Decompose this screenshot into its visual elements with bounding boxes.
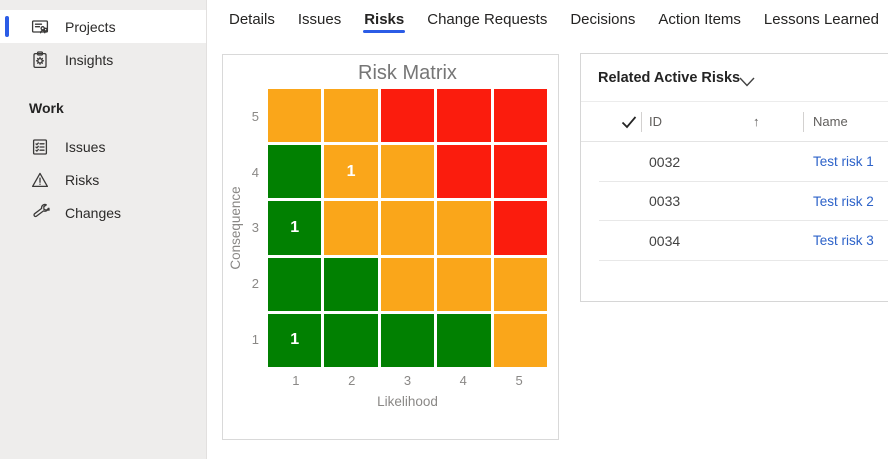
matrix-cell[interactable] [493,201,547,255]
tab-details[interactable]: Details [229,10,275,28]
sidebar-item-label: Insights [65,51,114,68]
matrix-cell[interactable] [493,313,547,367]
sidebar-item-insights[interactable]: Insights [0,43,206,76]
tab-lessons-learned[interactable]: Lessons Learned [763,10,879,28]
x-axis-ticks: 1 2 3 4 5 [268,373,547,388]
tab-change-requests[interactable]: Change Requests [427,10,548,28]
x-tick: 4 [459,373,467,388]
x-tick: 1 [292,373,300,388]
matrix-cell[interactable] [324,201,378,255]
matrix-cell[interactable] [493,145,547,199]
risk-name-link[interactable]: Test risk 3 [813,233,874,249]
matrix-cell[interactable] [437,89,491,143]
risk-name-link[interactable]: Test risk 2 [813,193,874,209]
column-divider [641,112,642,132]
y-tick: 3 [251,220,259,236]
risks-table-header: ID ↑ Name [581,101,888,142]
matrix-cell[interactable] [380,89,435,143]
matrix-cell[interactable] [380,313,435,367]
risk-name-link[interactable]: Test risk 1 [813,154,874,170]
matrix-cell[interactable] [437,201,491,255]
matrix-cell[interactable] [380,201,435,255]
sidebar-item-label: Changes [65,204,122,221]
x-axis-label: Likelihood [377,394,438,409]
checkmark-icon[interactable] [621,114,637,130]
matrix-cell[interactable] [324,257,378,311]
risk-id-cell: 0032 [649,153,681,170]
chevron-down-icon[interactable] [738,75,756,87]
matrix-cell[interactable] [268,145,322,199]
table-row[interactable]: 0032 Test risk 1 [581,142,888,182]
y-tick: 2 [251,276,259,292]
sidebar-item-label: Issues [65,138,106,155]
matrix-cell[interactable]: 1 [268,313,322,367]
sidebar-item-issues[interactable]: Issues [0,130,206,163]
risk-triangle-icon [30,170,50,190]
table-row[interactable]: 0033 Test risk 2 [581,182,888,222]
table-row[interactable]: 0034 Test risk 3 [581,221,888,261]
matrix-cell[interactable] [268,89,322,143]
matrix-cell[interactable] [324,313,378,367]
sort-ascending-icon[interactable]: ↑ [753,114,760,129]
insights-clipboard-icon [30,50,50,70]
y-tick: 4 [251,164,259,180]
tab-strip: Details Issues Risks Change Requests Dec… [228,0,880,38]
y-tick: 1 [251,331,259,347]
matrix-cell[interactable] [380,145,435,199]
x-tick: 3 [403,373,412,388]
matrix-cell[interactable] [268,257,322,311]
matrix-cell[interactable] [324,89,378,143]
matrix-cell[interactable] [437,257,491,311]
x-tick: 5 [515,373,523,388]
tab-risks[interactable]: Risks [363,0,406,38]
column-header-id[interactable]: ID [649,114,662,129]
sidebar-item-label: Projects [65,18,116,35]
related-risks-panel: Related Active Risks ID ↑ Name 0032 Test … [580,53,888,302]
risk-id-cell: 0034 [649,232,681,249]
matrix-cell[interactable] [493,89,547,143]
risks-table-body: 0032 Test risk 1 0033 Test risk 2 0034 Test r… [581,142,888,261]
tab-decisions[interactable]: Decisions [570,10,636,28]
column-divider [803,112,804,132]
projects-board-icon [30,17,50,37]
sidebar-item-risks[interactable]: Risks [0,163,206,196]
matrix-cell[interactable] [437,313,491,367]
wrench-icon [30,203,50,223]
matrix-cell[interactable] [380,257,435,311]
matrix-cell[interactable] [437,145,491,199]
tab-issues[interactable]: Issues [297,10,342,28]
risk-id-cell: 0033 [649,193,681,210]
matrix-cell[interactable]: 1 [268,201,322,255]
sidebar-section-work: Work [29,100,64,116]
sidebar-item-changes[interactable]: Changes [0,196,206,229]
y-tick: 5 [251,109,259,125]
column-header-name[interactable]: Name [813,114,848,129]
x-tick: 2 [348,373,356,388]
related-risks-title: Related Active Risks [598,70,741,86]
tab-action-items[interactable]: Action Items [658,10,741,28]
sidebar-item-label: Risks [65,171,100,188]
issues-list-icon [30,137,50,157]
sidebar-item-projects[interactable]: Projects [0,10,206,43]
matrix-cell[interactable] [493,257,547,311]
selected-indicator-bar [5,16,9,37]
sidebar: Projects Insights Work Issues Risks Chan… [0,0,207,459]
y-axis-ticks: 5 4 3 2 1 [237,89,259,367]
matrix-cell[interactable]: 1 [324,145,378,199]
chart-title: Risk Matrix [358,62,457,84]
